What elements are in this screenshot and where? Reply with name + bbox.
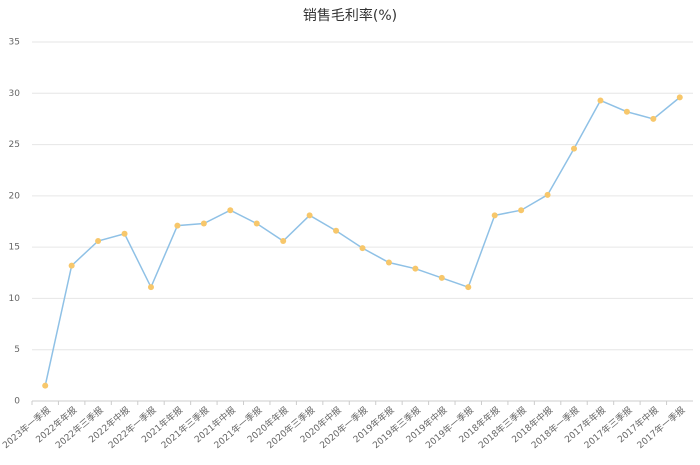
data-point — [200, 220, 207, 227]
data-point — [438, 274, 445, 281]
data-line — [44, 96, 681, 386]
data-point — [465, 284, 472, 291]
data-point — [491, 212, 498, 219]
y-tick-label: 10 — [9, 294, 21, 304]
data-point — [518, 207, 525, 214]
data-point — [571, 145, 578, 152]
data-point — [385, 259, 392, 266]
data-point — [174, 222, 181, 229]
data-point — [121, 230, 128, 237]
data-point — [623, 108, 630, 115]
data-point — [306, 212, 313, 219]
x-tick-label: 2023年一季报 — [0, 404, 53, 451]
data-point — [676, 94, 683, 101]
data-point — [68, 262, 75, 269]
data-point — [95, 237, 102, 244]
chart-title: 销售毛利率(%) — [303, 7, 397, 24]
data-point — [42, 382, 49, 389]
y-tick-label: 0 — [14, 397, 20, 407]
data-point — [650, 115, 657, 122]
data-point — [333, 227, 340, 234]
data-point — [544, 191, 551, 198]
y-tick-label: 35 — [9, 38, 20, 48]
data-point — [597, 97, 604, 104]
y-tick-label: 25 — [9, 140, 20, 150]
data-point — [412, 265, 419, 272]
y-tick-label: 15 — [9, 243, 20, 253]
y-tick-label: 30 — [9, 89, 21, 99]
data-point — [147, 284, 154, 291]
data-point — [359, 245, 366, 252]
data-point — [253, 220, 260, 227]
data-point — [280, 237, 287, 244]
y-tick-label: 5 — [14, 345, 20, 355]
data-point — [227, 207, 234, 214]
y-tick-label: 20 — [9, 191, 21, 201]
